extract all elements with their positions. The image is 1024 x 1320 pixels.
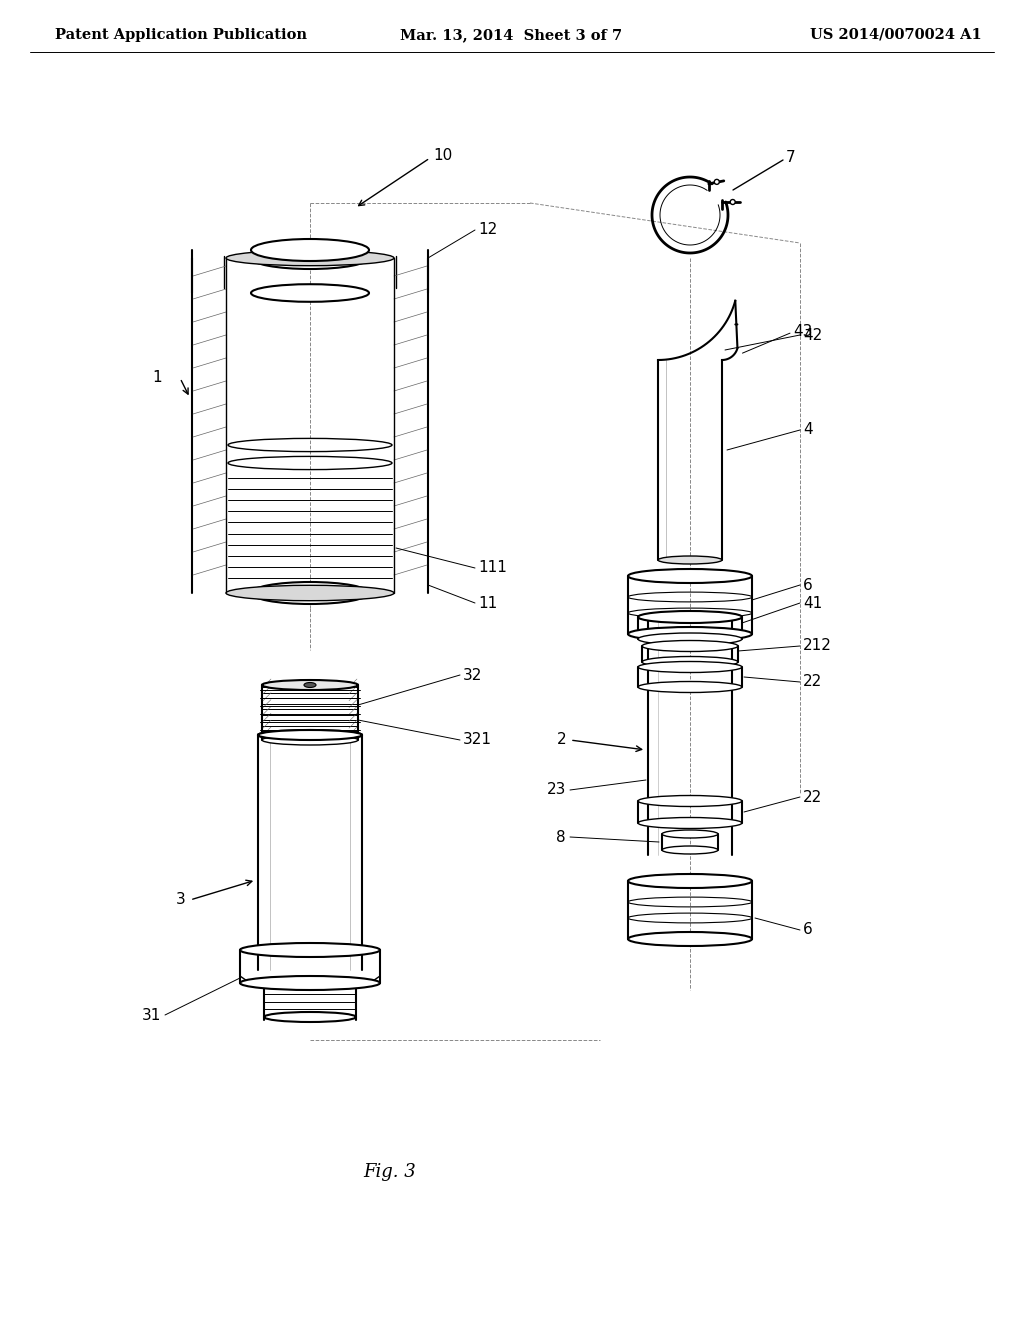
Ellipse shape bbox=[642, 640, 738, 652]
Ellipse shape bbox=[715, 180, 719, 185]
Ellipse shape bbox=[304, 682, 316, 688]
Ellipse shape bbox=[226, 585, 394, 601]
Text: 321: 321 bbox=[463, 733, 492, 747]
Ellipse shape bbox=[642, 656, 738, 668]
Text: 8: 8 bbox=[556, 829, 566, 845]
Ellipse shape bbox=[628, 874, 752, 888]
Ellipse shape bbox=[251, 582, 369, 605]
Ellipse shape bbox=[638, 611, 742, 623]
Ellipse shape bbox=[638, 796, 742, 807]
Text: 32: 32 bbox=[463, 668, 482, 682]
Ellipse shape bbox=[658, 556, 722, 564]
Ellipse shape bbox=[251, 239, 369, 261]
Text: 212: 212 bbox=[803, 639, 831, 653]
Ellipse shape bbox=[240, 942, 380, 957]
Text: 22: 22 bbox=[803, 675, 822, 689]
Text: 7: 7 bbox=[786, 150, 796, 165]
Text: Fig. 3: Fig. 3 bbox=[364, 1163, 417, 1181]
Ellipse shape bbox=[662, 846, 718, 854]
Text: 22: 22 bbox=[803, 789, 822, 804]
Text: 31: 31 bbox=[141, 1007, 161, 1023]
Ellipse shape bbox=[262, 735, 358, 744]
Text: 10: 10 bbox=[433, 149, 453, 164]
Text: 43: 43 bbox=[793, 323, 812, 339]
Ellipse shape bbox=[638, 817, 742, 829]
Ellipse shape bbox=[264, 1012, 356, 1022]
Ellipse shape bbox=[258, 730, 362, 741]
Ellipse shape bbox=[251, 247, 369, 269]
Text: 42: 42 bbox=[803, 327, 822, 342]
Ellipse shape bbox=[638, 661, 742, 672]
Ellipse shape bbox=[251, 284, 369, 302]
Ellipse shape bbox=[730, 199, 735, 205]
Ellipse shape bbox=[226, 251, 394, 265]
Ellipse shape bbox=[638, 681, 742, 693]
Text: 6: 6 bbox=[803, 578, 813, 593]
Ellipse shape bbox=[638, 634, 742, 645]
Text: 1: 1 bbox=[153, 371, 162, 385]
Text: 4: 4 bbox=[803, 422, 813, 437]
Text: 3: 3 bbox=[176, 892, 186, 908]
Text: 11: 11 bbox=[478, 595, 498, 610]
Text: 6: 6 bbox=[803, 923, 813, 937]
Ellipse shape bbox=[662, 830, 718, 838]
Text: Mar. 13, 2014  Sheet 3 of 7: Mar. 13, 2014 Sheet 3 of 7 bbox=[400, 28, 623, 42]
Ellipse shape bbox=[258, 730, 362, 741]
Ellipse shape bbox=[628, 932, 752, 946]
Text: Patent Application Publication: Patent Application Publication bbox=[55, 28, 307, 42]
Text: 2: 2 bbox=[556, 733, 566, 747]
Text: 23: 23 bbox=[547, 783, 566, 797]
Text: US 2014/0070024 A1: US 2014/0070024 A1 bbox=[810, 28, 982, 42]
Ellipse shape bbox=[262, 680, 358, 690]
Ellipse shape bbox=[240, 975, 380, 990]
Text: 111: 111 bbox=[478, 561, 507, 576]
Ellipse shape bbox=[628, 627, 752, 642]
Text: 12: 12 bbox=[478, 223, 498, 238]
Ellipse shape bbox=[628, 569, 752, 583]
Text: 41: 41 bbox=[803, 595, 822, 610]
